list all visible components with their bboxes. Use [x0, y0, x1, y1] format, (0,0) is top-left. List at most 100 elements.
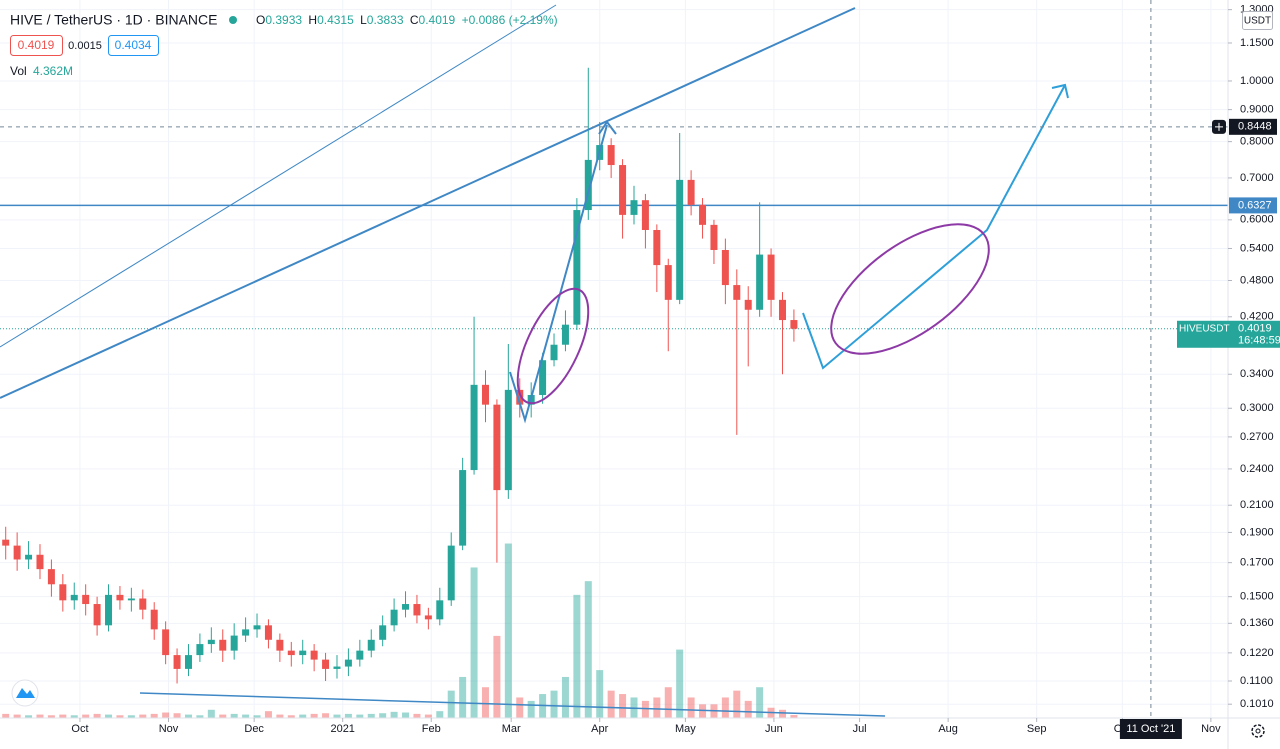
volume-bar — [481, 687, 489, 718]
ohlc-key: C — [410, 13, 419, 27]
status-dot — [229, 16, 237, 24]
volume-bar — [59, 714, 67, 718]
candle-body — [116, 594, 124, 601]
y-tick-label: 0.6000 — [1240, 214, 1274, 226]
candle-body — [242, 629, 250, 636]
candle-body — [196, 644, 204, 656]
volume-bar — [139, 714, 147, 718]
last-price-box — [1177, 320, 1280, 348]
volume-bar — [664, 687, 672, 718]
ohlc-key: H — [308, 13, 317, 27]
path-arrow — [802, 84, 1066, 370]
volume-bar — [424, 714, 432, 718]
x-tick-label: 2021 — [330, 723, 354, 735]
volume-bar — [2, 713, 10, 718]
candle-body — [333, 666, 341, 669]
candle-body — [70, 594, 78, 601]
volume — [2, 543, 798, 718]
ohlc-value: 0.3933 — [265, 13, 302, 27]
header: HIVE / TetherUS · 1D · BINANCE O0.3933 H… — [10, 12, 558, 78]
time-axis — [0, 718, 1280, 749]
x-tick-label: Sep — [1027, 723, 1047, 735]
vol-value: 4.362M — [33, 64, 73, 78]
bid[interactable]: 0.4019 — [18, 38, 55, 52]
ohlc-value: 0.4315 — [317, 13, 354, 27]
settings[interactable] — [1251, 724, 1265, 738]
volume-bar — [778, 709, 786, 718]
volume-bar — [687, 697, 695, 718]
candle-body — [619, 165, 627, 215]
x-tick-label: Oct — [71, 723, 88, 735]
volume-bar — [253, 715, 261, 718]
ellipse — [516, 287, 590, 405]
candle-body — [481, 384, 489, 405]
ohlc-key: O — [256, 13, 265, 27]
volume-bar — [390, 711, 398, 718]
x-tick-label: Apr — [591, 723, 608, 735]
y-tick-label: 0.4200 — [1240, 311, 1274, 323]
x-tick-label: Feb — [422, 723, 441, 735]
candle-body — [756, 254, 764, 310]
y-tick-label: 0.3000 — [1240, 402, 1274, 414]
volume-bar — [744, 700, 752, 718]
buy-box[interactable] — [108, 35, 159, 56]
crosshair-plus — [1215, 122, 1223, 131]
x-tick-label: Jun — [765, 723, 783, 735]
volume-bar — [116, 715, 124, 718]
ask[interactable]: 0.4034 — [115, 38, 152, 52]
x-tick-label: Dec — [244, 723, 264, 735]
volume-bar — [264, 711, 272, 718]
y-tick-label: 1.0000 — [1240, 75, 1274, 87]
spread: 0.0015 — [68, 40, 102, 52]
candle-body — [653, 229, 661, 266]
candle-body — [276, 639, 284, 651]
symbol: HIVE / TetherUS · 1D · BINANCE — [10, 12, 217, 28]
volume-bar — [516, 697, 524, 718]
volume-bar — [287, 715, 295, 718]
candle-body — [733, 285, 741, 300]
volume-bar — [641, 700, 649, 718]
drawings — [0, 4, 1069, 717]
candle-body — [687, 179, 695, 205]
x-tick-label: Mar — [502, 723, 521, 735]
candle-body — [721, 249, 729, 286]
crosshair-price-box — [1229, 118, 1277, 135]
candle-body — [139, 598, 147, 610]
x-tick-label: May — [675, 723, 696, 735]
candle-body — [413, 604, 421, 616]
candle-body — [470, 384, 478, 471]
y-tick-label: 0.2100 — [1240, 499, 1274, 511]
candle-body — [13, 545, 21, 560]
volume-bar — [413, 713, 421, 718]
ohlc-value: 0.3833 — [367, 13, 404, 27]
volume-bar — [344, 713, 352, 718]
candle-body — [207, 639, 215, 645]
volume-bar — [219, 714, 227, 718]
volume-bar — [436, 711, 444, 718]
volume-bar — [721, 697, 729, 718]
y-tick-label: 0.1100 — [1240, 675, 1273, 687]
volume-bar — [333, 714, 341, 718]
y-tick-label: 1.1500 — [1240, 37, 1274, 49]
arrow-head — [1051, 83, 1069, 99]
candle-body — [767, 254, 775, 300]
volume-bar — [356, 714, 364, 718]
crosshair-price: 0.8448 — [1238, 121, 1272, 133]
candle-body — [424, 615, 432, 620]
candle-body — [676, 179, 684, 300]
volume-bar — [310, 713, 318, 718]
candle-body — [219, 639, 227, 651]
gear[interactable] — [1251, 724, 1265, 738]
volume-bar — [105, 714, 113, 718]
candle-body — [287, 650, 295, 656]
y-tick-label: 0.4800 — [1240, 274, 1274, 286]
axes: 1.30001.15001.00000.90000.80000.70000.60… — [71, 4, 1280, 739]
y-tick-label: 0.3400 — [1240, 368, 1274, 380]
y-tick-label: 0.8000 — [1240, 136, 1274, 148]
candle-body — [539, 360, 547, 395]
y-tick-label: 0.2700 — [1240, 431, 1274, 443]
levels — [0, 204, 1228, 330]
candle-body — [402, 604, 410, 610]
y-tick-label: 0.1500 — [1240, 591, 1274, 603]
sell-box[interactable] — [10, 35, 63, 56]
